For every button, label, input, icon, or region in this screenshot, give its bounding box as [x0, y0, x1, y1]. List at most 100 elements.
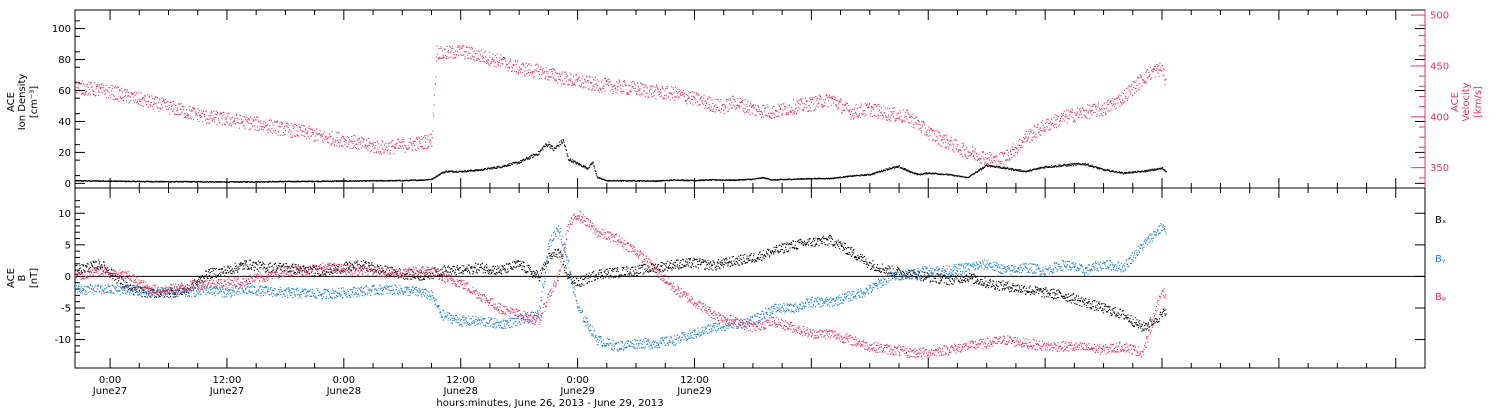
b-tick-label: 5: [65, 240, 71, 251]
velocity-point: [788, 113, 790, 115]
velocity-point: [491, 61, 493, 63]
density-point: [387, 179, 389, 181]
density-point: [851, 175, 853, 177]
velocity-point: [676, 92, 678, 94]
density-point: [1111, 170, 1113, 172]
velocity-point: [564, 72, 566, 74]
velocity-point: [1151, 68, 1153, 70]
velocity-point: [623, 80, 625, 82]
density-point: [546, 146, 548, 148]
velocity-point: [473, 59, 475, 61]
velocity-point: [674, 96, 676, 98]
velocity-point: [878, 103, 880, 105]
velocity-point: [157, 107, 159, 109]
density-point: [538, 153, 540, 155]
density-point: [842, 176, 844, 178]
density-point: [505, 164, 507, 166]
velocity-point: [324, 131, 326, 133]
velocity-point: [1103, 107, 1105, 109]
density-point: [1003, 167, 1005, 169]
velocity-point: [1154, 76, 1156, 78]
velocity-point: [999, 161, 1001, 163]
velocity-point: [644, 84, 646, 86]
density-point: [543, 145, 545, 147]
velocity-point: [794, 108, 796, 110]
velocity-point: [148, 100, 150, 102]
velocity-point: [751, 105, 753, 107]
velocity-point: [1142, 79, 1144, 81]
velocity-point: [374, 147, 376, 149]
velocity-point: [199, 114, 201, 116]
velocity-point: [568, 84, 570, 86]
density-point: [1124, 171, 1126, 173]
velocity-point: [367, 149, 369, 151]
velocity-point: [826, 97, 828, 99]
velocity-point: [714, 98, 716, 100]
density-point: [709, 179, 711, 181]
density-point: [699, 179, 701, 181]
velocity-point: [601, 87, 603, 89]
density-point: [150, 181, 152, 183]
velocity-point: [991, 161, 993, 163]
velocity-point: [839, 98, 841, 100]
velocity-point: [912, 126, 914, 128]
velocity-point: [508, 66, 510, 68]
velocity-point: [710, 109, 712, 111]
velocity-point: [389, 152, 391, 154]
density-point: [354, 180, 356, 182]
density-point: [902, 167, 904, 169]
density-point: [512, 162, 514, 164]
b-point-bx: [142, 290, 144, 292]
velocity-point: [139, 100, 141, 102]
velocity-point: [975, 159, 977, 161]
velocity-point: [719, 111, 721, 113]
velocity-point: [682, 93, 684, 95]
velocity-point: [340, 137, 342, 139]
velocity-point: [613, 90, 615, 92]
velocity-point: [804, 106, 806, 108]
density-point: [574, 160, 576, 162]
velocity-point: [272, 122, 274, 124]
density-point: [1043, 166, 1045, 168]
velocity-point: [167, 101, 169, 103]
velocity-point: [205, 110, 207, 112]
velocity-point: [609, 81, 611, 83]
velocity-point: [100, 88, 102, 90]
velocity-point: [732, 104, 734, 106]
velocity-point: [787, 106, 789, 108]
b-point-bx: [134, 287, 136, 289]
velocity-point: [823, 99, 825, 101]
velocity-point: [351, 135, 353, 137]
velocity-point: [497, 61, 499, 63]
velocity-point: [284, 126, 286, 128]
velocity-point: [640, 93, 642, 95]
velocity-point: [1158, 65, 1160, 67]
velocity-point: [845, 103, 847, 105]
density-point: [423, 179, 425, 181]
velocity-point: [258, 121, 260, 123]
density-point: [1153, 168, 1155, 170]
density-point: [481, 168, 483, 170]
velocity-point: [114, 99, 116, 101]
velocity-point: [734, 101, 736, 103]
velocity-point: [386, 149, 388, 151]
velocity-point: [988, 157, 990, 159]
velocity-point: [1070, 110, 1072, 112]
density-point: [940, 173, 942, 175]
velocity-point: [1159, 69, 1161, 71]
velocity-point: [467, 57, 469, 59]
density-point: [1164, 169, 1166, 171]
velocity-point: [941, 139, 943, 141]
density-point: [846, 175, 848, 177]
velocity-point: [665, 95, 667, 97]
density-point: [869, 174, 871, 176]
velocity-point: [903, 109, 905, 111]
velocity-point: [929, 129, 931, 131]
density-point: [562, 141, 564, 143]
density-point: [1087, 164, 1089, 166]
velocity-point: [1007, 154, 1009, 156]
velocity-point: [659, 93, 661, 95]
velocity-point: [891, 111, 893, 113]
velocity-point: [209, 112, 211, 114]
velocity-point: [682, 92, 684, 94]
